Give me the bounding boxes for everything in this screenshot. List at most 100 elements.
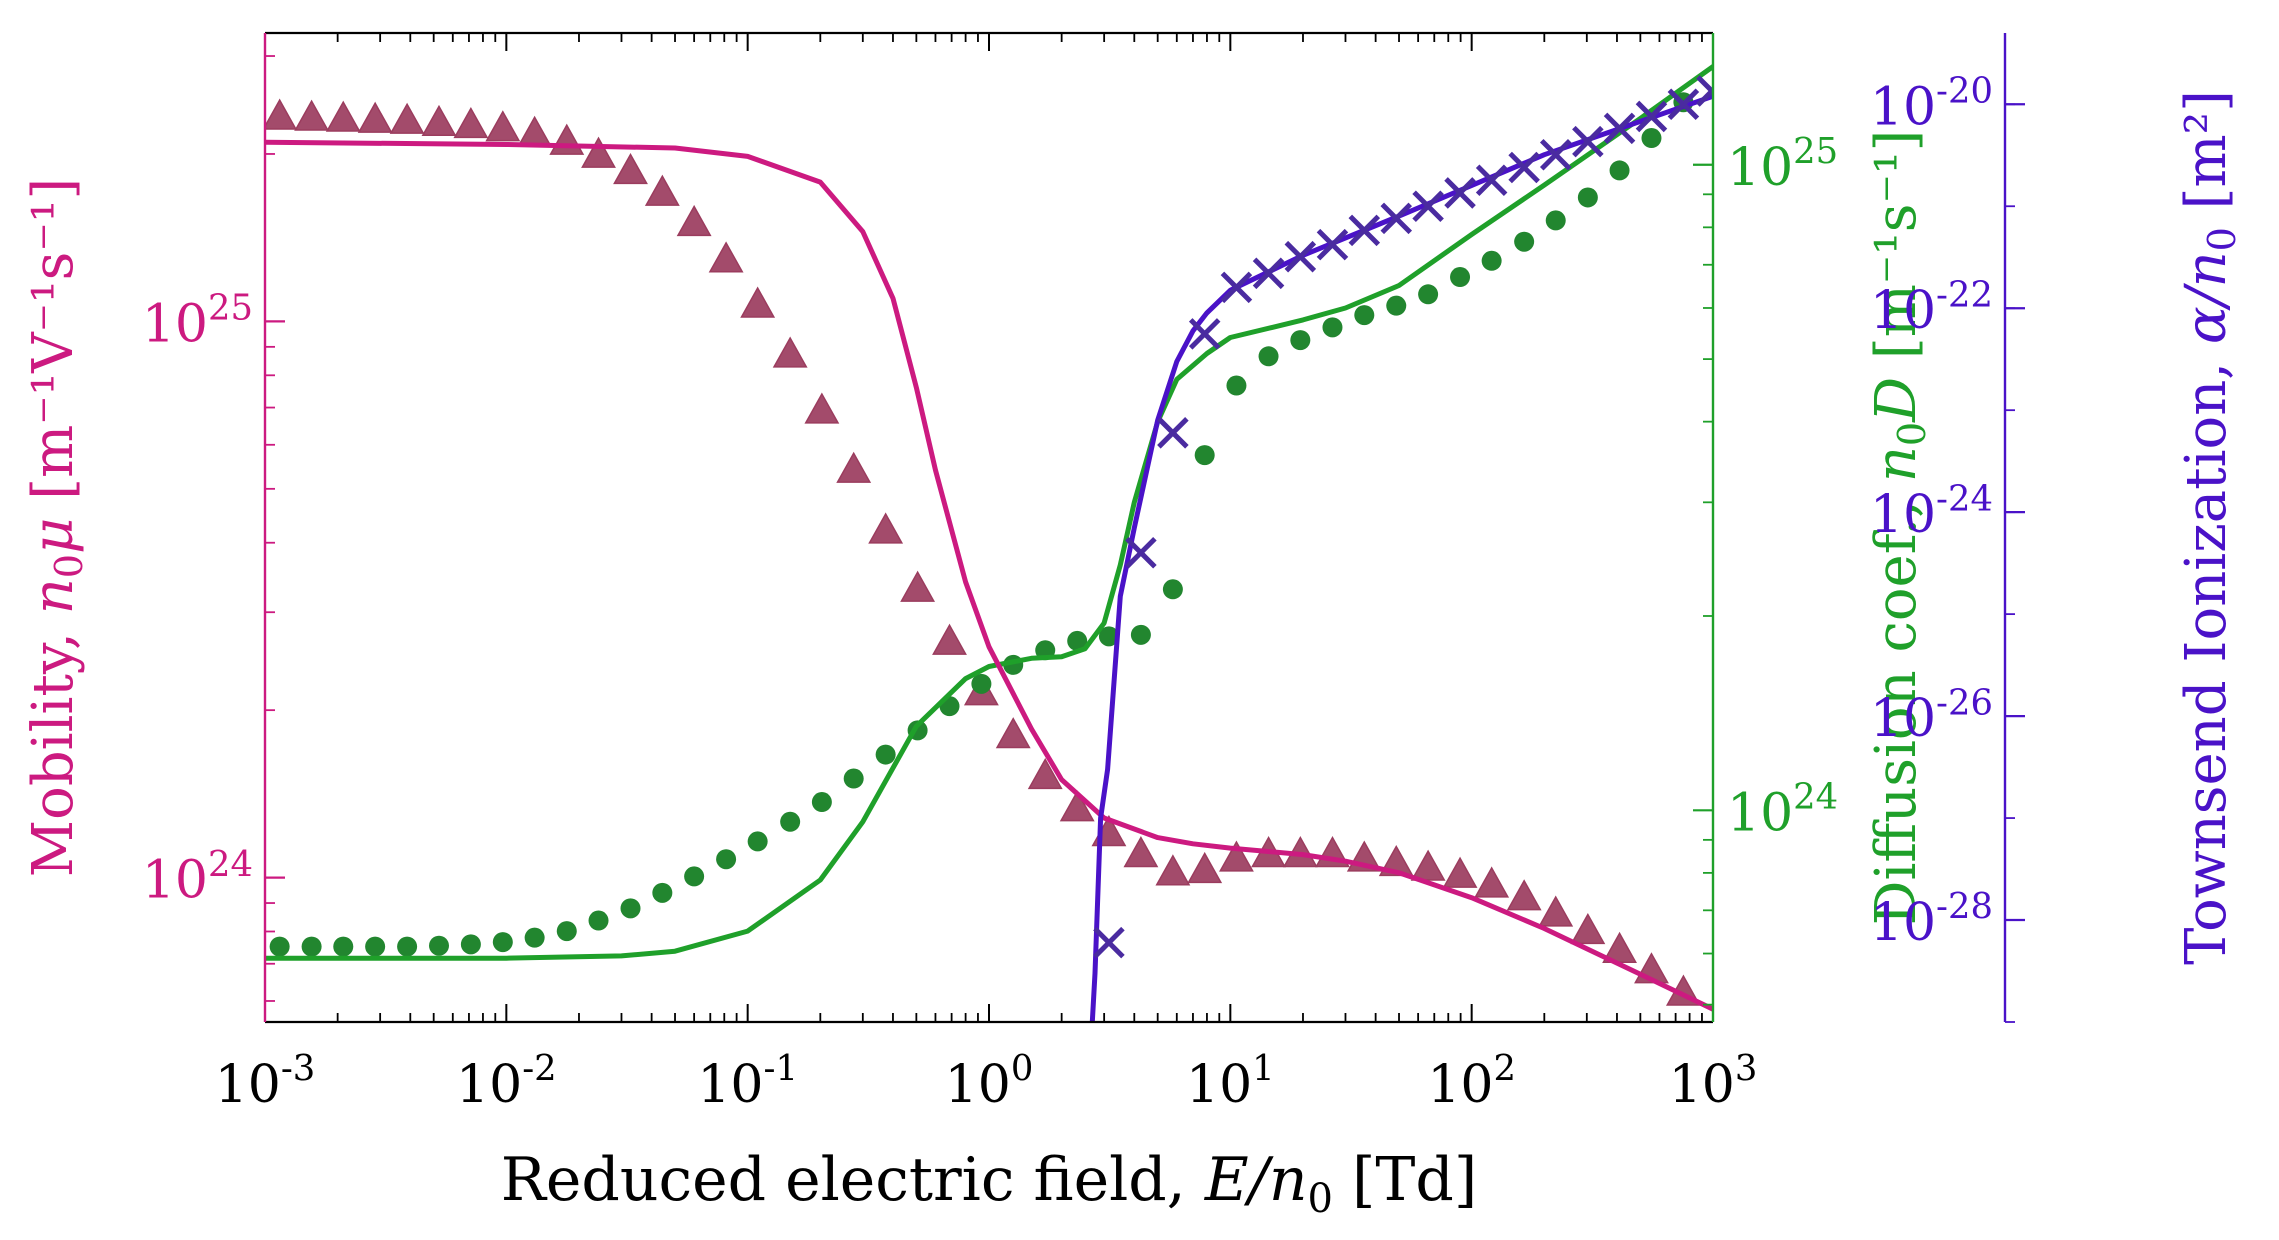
x-tick-label: 100 (945, 1048, 1034, 1115)
townsend-axis-label: Townsend Ionization, α/n0 [m²] (2174, 90, 2244, 965)
diffusion-point (875, 744, 896, 765)
townsend-point (1220, 271, 1253, 304)
diffusion-point (716, 849, 737, 870)
mobility-point (421, 104, 457, 137)
mobility-point (294, 99, 330, 131)
townsend-point (1125, 536, 1157, 569)
mobility-point (265, 98, 298, 130)
mobility-point (581, 136, 616, 168)
diffusion-point (1514, 231, 1535, 252)
diffusion-point (1130, 624, 1151, 645)
diffusion-point (492, 932, 513, 953)
x-axis: 10-3 10-2 10-1 100 101 102 103 Reduced electric… (215, 31, 1757, 1222)
x-axis-label: Reduced electric field, E/n0 [Td] (501, 1145, 1478, 1222)
x-tick-label: 10-3 (215, 1048, 316, 1115)
diffusion-point (588, 910, 609, 931)
townsend-tick-label: 10-28 (1870, 886, 1993, 953)
mobility-point (708, 241, 744, 273)
townsend-tick-label: 10-22 (1870, 274, 1993, 341)
mobility-point (1410, 849, 1446, 881)
diffusion-point (780, 811, 801, 832)
x-tick-label: 102 (1427, 1048, 1516, 1115)
diffusion-tick-label: 1024 (1727, 776, 1838, 843)
mobility-point (613, 152, 648, 185)
mobility-point (389, 102, 425, 134)
townsend-tick-label: 10-24 (1870, 478, 1993, 545)
mobility-point (453, 106, 489, 139)
diffusion-point (1194, 445, 1215, 466)
mobility-point (740, 286, 776, 318)
mobility-point (1506, 879, 1542, 911)
mobility-tick-label: 1025 (142, 288, 253, 355)
townsend-point (1444, 177, 1476, 209)
diffusion-point (365, 936, 386, 957)
townsend-point (1635, 100, 1668, 133)
diffusion-point (269, 936, 290, 957)
y-axis-diffusion: 1024 1025 Diffusion coef., n0D [m⁻¹s⁻¹] (1693, 33, 1934, 1022)
diffusion-point (1386, 295, 1407, 316)
diffusion-axis-label: Diffusion coef., n0D [m⁻¹s⁻¹] (1864, 130, 1934, 926)
diffusion-point (1162, 579, 1183, 600)
townsend-point (1508, 151, 1540, 184)
diffusion-point (1577, 187, 1598, 208)
mobility-point (1059, 790, 1095, 822)
diffusion-point (1098, 626, 1119, 647)
townsend-tick-label: 10-20 (1870, 70, 1993, 137)
diffusion-point (1450, 267, 1471, 288)
townsend-point (1412, 190, 1444, 223)
mobility-point (1123, 836, 1159, 868)
mobility-point (868, 512, 904, 544)
townsend-point (1093, 926, 1125, 959)
townsend-point (1475, 164, 1508, 196)
diffusion-point (1258, 346, 1279, 367)
diffusion-point (811, 792, 832, 813)
y-axis-townsend: 10-28 10-26 10-24 10-22 10-20 Townsend Ioniza… (1870, 33, 2244, 1023)
plot-area (265, 64, 1713, 1022)
mobility-point (1474, 866, 1510, 898)
diffusion-point (1545, 210, 1566, 231)
mobility-point (676, 204, 712, 237)
townsend-point (1252, 257, 1285, 290)
diffusion-model-line (265, 64, 1713, 961)
mobility-point (1187, 851, 1223, 884)
mobility-point (357, 101, 393, 133)
townsend-point (1667, 88, 1700, 121)
mobility-point (517, 115, 553, 147)
mobility-point (1155, 854, 1191, 886)
diffusion-point (301, 936, 322, 957)
mobility-point (995, 717, 1031, 749)
diffusion-point (1322, 317, 1343, 338)
diffusion-point (747, 831, 768, 852)
mobility-point (1027, 757, 1063, 790)
diffusion-point (652, 882, 673, 903)
diffusion-point (971, 673, 992, 694)
townsend-point (1539, 138, 1572, 171)
diffusion-point (1641, 128, 1662, 149)
mobility-axis-label: Mobility, n0μ [m⁻¹V⁻¹s⁻¹] (21, 178, 91, 877)
mobility-point (836, 451, 872, 483)
diffusion-point (1354, 305, 1375, 326)
diffusion-point (1609, 160, 1630, 181)
mobility-point (804, 392, 840, 424)
mobility-point (485, 110, 521, 142)
diffusion-point (524, 927, 545, 948)
townsend-point (1380, 202, 1413, 235)
mobility-point (1570, 912, 1606, 945)
diffusion-point (1481, 250, 1502, 271)
townsend-tick-label: 10-26 (1870, 682, 1993, 749)
diffusion-point (1418, 284, 1439, 305)
mobility-point (1538, 895, 1574, 927)
mobility-point (900, 570, 936, 602)
x-tick-label: 10-2 (456, 1048, 557, 1115)
diffusion-point (397, 936, 418, 957)
diffusion-point (620, 898, 641, 919)
mobility-point (549, 123, 585, 155)
townsend-point (1603, 112, 1636, 145)
diffusion-point (556, 921, 577, 942)
diffusion-point (843, 768, 864, 789)
townsend-point (1316, 228, 1349, 261)
x-tick-label: 10-1 (697, 1048, 798, 1115)
townsend-point (1188, 318, 1221, 350)
townsend-point (1348, 214, 1381, 247)
diffusion-point (333, 936, 354, 957)
